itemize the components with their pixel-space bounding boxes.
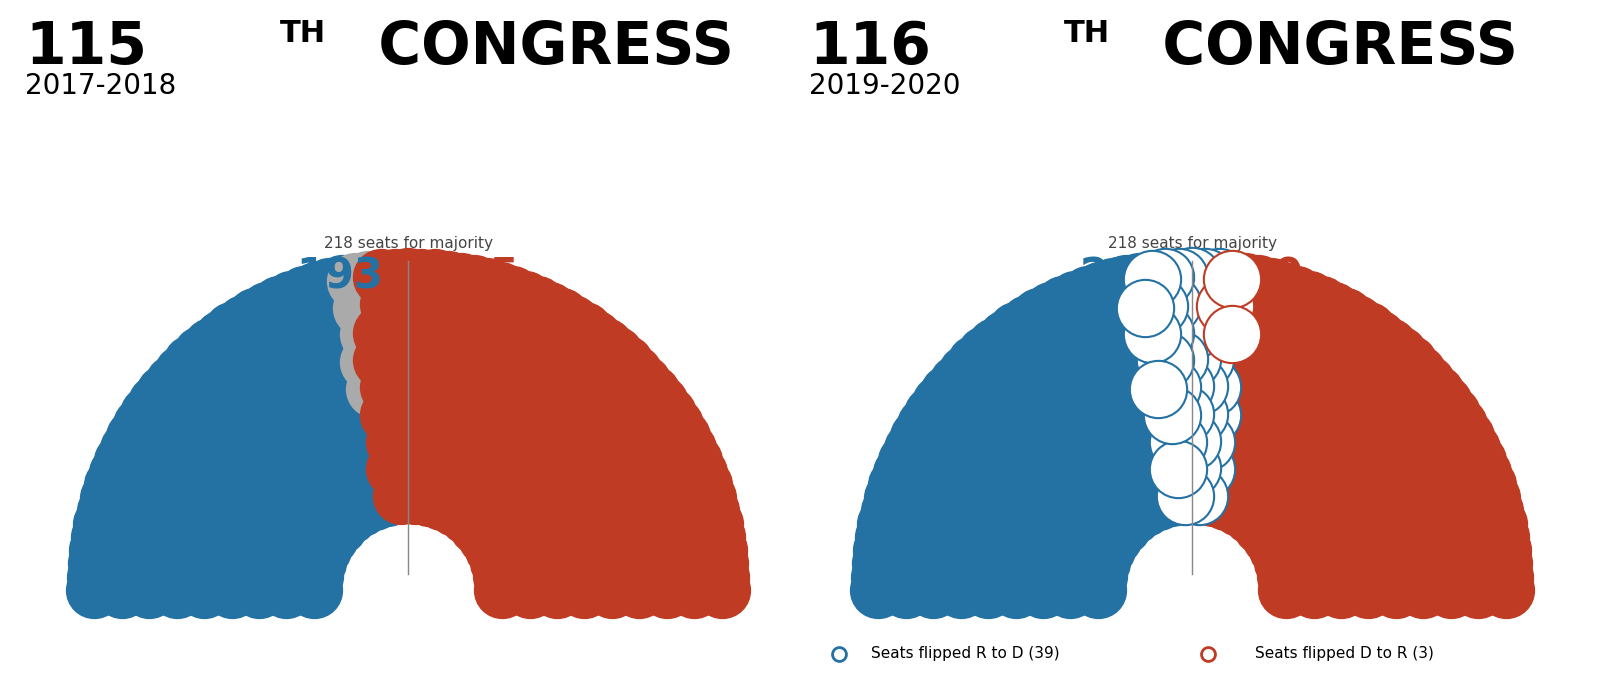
Text: CONGRESS: CONGRESS	[1142, 19, 1518, 76]
Text: 2017-2018: 2017-2018	[26, 73, 176, 101]
Text: 115: 115	[26, 19, 147, 76]
Text: TH: TH	[1064, 19, 1109, 48]
Text: Seats flipped R to D (39): Seats flipped R to D (39)	[870, 646, 1059, 662]
Text: 116: 116	[810, 19, 931, 76]
Text: 235: 235	[434, 256, 520, 298]
Text: 200: 200	[1218, 256, 1304, 298]
Text: 2019-2020: 2019-2020	[810, 73, 962, 101]
Text: 218 seats for majority: 218 seats for majority	[323, 236, 493, 251]
Text: 234: 234	[1080, 256, 1166, 298]
Text: TH: TH	[280, 19, 325, 48]
Text: 218 seats for majority: 218 seats for majority	[1107, 236, 1277, 251]
Text: Seats flipped D to R (3): Seats flipped D to R (3)	[1254, 646, 1434, 662]
Text: 193: 193	[296, 256, 382, 298]
Text: CONGRESS: CONGRESS	[358, 19, 734, 76]
